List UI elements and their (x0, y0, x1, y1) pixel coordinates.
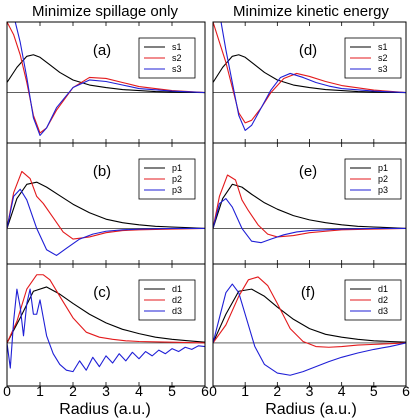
x-tick-label: 5 (168, 383, 176, 399)
series-line-d2 (213, 276, 406, 348)
legend-box (344, 37, 402, 79)
series-line-d1 (213, 288, 406, 344)
panel-label: (e) (299, 163, 317, 180)
series-line-p2 (7, 170, 205, 240)
series-line-p1 (213, 183, 406, 229)
x-tick-label: 3 (306, 383, 314, 399)
series-lines (7, 274, 205, 373)
x-tick-label: 6 (201, 383, 209, 399)
legend-label-p1: p1 (378, 163, 388, 173)
panel-label: (b) (93, 163, 111, 180)
legend-label-s1: s1 (378, 42, 388, 52)
x-tick-label: 5 (370, 383, 378, 399)
legend-label-p3: p3 (172, 185, 182, 195)
legend-label-s1: s1 (172, 42, 182, 52)
panel-frame (6, 263, 206, 387)
series-lines (213, 276, 406, 376)
series-line-p2 (213, 174, 406, 238)
x-tick-label: 1 (36, 383, 44, 399)
panel-label: (a) (93, 42, 111, 59)
series-line-s3 (14, 22, 205, 136)
x-tick-label: 6 (402, 383, 410, 399)
series-line-d3 (213, 283, 406, 376)
series-line-p3 (7, 188, 205, 257)
legend-label-d3: d3 (378, 306, 388, 316)
series-line-d1 (7, 286, 205, 344)
series-lines (7, 22, 205, 136)
x-axis-label-left: Radius (a.u.) (59, 401, 151, 418)
series-line-s1 (213, 54, 406, 94)
series-lines (7, 170, 205, 257)
series-line-p1 (7, 181, 205, 229)
panel-label: (f) (301, 284, 315, 301)
legend-label-d1: d1 (172, 284, 182, 294)
column-title-right: Minimize kinetic energy (233, 3, 389, 20)
legend-label-d2: d2 (378, 295, 388, 305)
x-tick-label: 3 (102, 383, 110, 399)
x-axis-label-right: Radius (a.u.) (265, 401, 357, 418)
legend-label-s2: s2 (378, 53, 388, 63)
column-title-left: Minimize spillage only (32, 3, 178, 20)
x-tick-label: 2 (273, 383, 281, 399)
x-tick-label: 1 (241, 383, 249, 399)
legend-label-d2: d2 (172, 295, 182, 305)
legend-label-p1: p1 (172, 163, 182, 173)
legend-label-d1: d1 (378, 284, 388, 294)
legend-label-p2: p2 (172, 174, 182, 184)
series-lines (213, 22, 406, 131)
panel-frame (212, 263, 407, 387)
series-line-p3 (213, 197, 406, 244)
x-tick-label: 4 (338, 383, 346, 399)
series-line-s2 (7, 22, 205, 134)
x-tick-label: 0 (3, 383, 11, 399)
series-lines (213, 174, 406, 244)
panel-label: (d) (299, 42, 317, 59)
series-line-d3 (7, 288, 205, 373)
legend-label-p2: p2 (378, 174, 388, 184)
series-line-s2 (213, 22, 406, 124)
legend-label-s3: s3 (378, 64, 388, 74)
legend-label-d3: d3 (172, 306, 182, 316)
x-tick-label: 4 (135, 383, 143, 399)
series-line-d2 (7, 274, 205, 344)
legend-label-p3: p3 (378, 185, 388, 195)
legend-label-s2: s2 (172, 53, 182, 63)
legend-label-s3: s3 (172, 64, 182, 74)
x-tick-label: 0 (209, 383, 217, 399)
panel-label: (c) (93, 284, 111, 301)
series-line-s3 (220, 22, 406, 131)
x-tick-label: 2 (69, 383, 77, 399)
